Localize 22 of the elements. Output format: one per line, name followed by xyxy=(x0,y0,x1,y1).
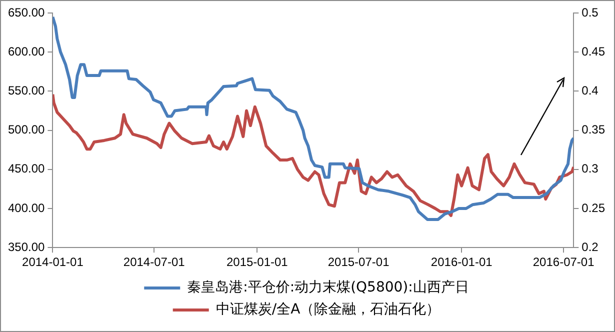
y2-tick-label: 0.4 xyxy=(582,84,599,98)
y2-tick-label: 0.25 xyxy=(582,200,606,215)
y-tick-label: 450.00 xyxy=(8,162,46,176)
y-tick-label: 600.00 xyxy=(8,44,46,58)
x-tick-label: 2016-07-01 xyxy=(532,255,595,270)
y-tick-label: 350.00 xyxy=(8,240,46,254)
y2-tick-label: 0.45 xyxy=(582,44,606,58)
x-tick-label: 2016-01-01 xyxy=(430,255,493,270)
y2-tick-label: 0.2 xyxy=(582,240,599,254)
y2-tick-label: 0.3 xyxy=(582,162,599,176)
y-tick-label: 550.00 xyxy=(8,84,46,98)
x-tick-label: 2015-07-01 xyxy=(328,255,390,270)
legend-label: 中证煤炭/全A（除金融，石油石化） xyxy=(216,302,440,318)
x-tick-label: 2014-07-01 xyxy=(123,255,186,270)
y-tick-label: 500.00 xyxy=(8,122,46,137)
x-tick-label: 2015-01-01 xyxy=(226,255,288,270)
y2-tick-label: 0.35 xyxy=(582,122,606,137)
y-tick-label: 400.00 xyxy=(8,200,46,215)
legend-label: 秦皇岛港:平仓价:动力末煤(Q5800):山西产日 xyxy=(187,280,469,296)
y-tick-label: 650.00 xyxy=(8,5,46,20)
x-tick-label: 2014-01-01 xyxy=(22,255,84,270)
y2-tick-label: 0.5 xyxy=(582,5,599,20)
